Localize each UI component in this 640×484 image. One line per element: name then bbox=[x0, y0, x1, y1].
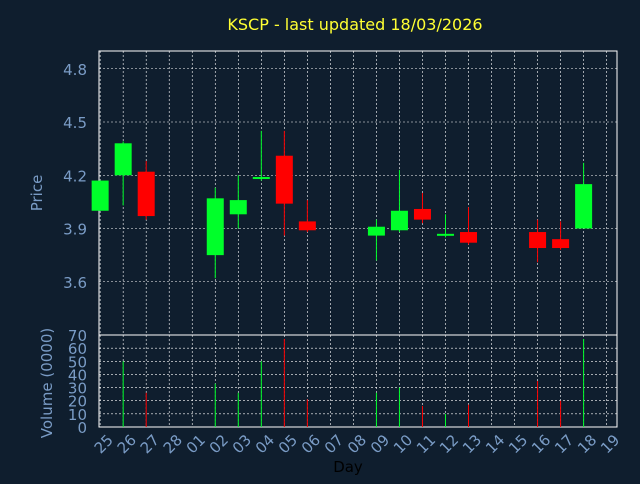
candle-body bbox=[275, 155, 293, 204]
chart-title: KSCP - last updated 18/03/2026 bbox=[227, 15, 482, 34]
volume-frame bbox=[98, 334, 618, 428]
price-tick-label: 4.2 bbox=[63, 167, 87, 185]
day-axis-label: Day bbox=[333, 458, 363, 476]
candle-body bbox=[390, 210, 408, 231]
price-tick-label: 4.8 bbox=[63, 61, 87, 79]
volume-tick-label: 50 bbox=[68, 353, 87, 371]
candle-body bbox=[367, 226, 385, 236]
candle-body bbox=[575, 184, 593, 229]
volume-tick-label: 60 bbox=[68, 340, 87, 358]
candle-body bbox=[552, 239, 570, 249]
candle-body bbox=[436, 233, 454, 236]
day-tick-label: 19 bbox=[597, 431, 623, 457]
volume-tick-label: 0 bbox=[77, 419, 87, 437]
volume-tick-label: 20 bbox=[68, 393, 87, 411]
candle-body bbox=[137, 171, 155, 217]
candle-body bbox=[206, 198, 224, 256]
price-panel: 4.8 4.5 4.2 3.9 3.6 bbox=[63, 50, 618, 336]
candle-body bbox=[91, 180, 109, 211]
price-tick-label: 3.9 bbox=[63, 221, 87, 239]
candle-body bbox=[298, 221, 316, 231]
volume-tick-label: 10 bbox=[68, 406, 87, 424]
volume-tick-label: 40 bbox=[68, 366, 87, 384]
candle-body bbox=[252, 177, 270, 180]
volume-tick-label: 30 bbox=[68, 380, 87, 398]
price-tick-label: 4.5 bbox=[63, 114, 87, 132]
candle-body bbox=[460, 232, 478, 243]
volume-axis-label: Volume (0000) bbox=[38, 328, 56, 438]
price-axis-label: Price bbox=[28, 175, 46, 212]
price-tick-label: 3.6 bbox=[63, 274, 87, 292]
candle-body bbox=[413, 208, 431, 220]
candle-body bbox=[229, 200, 247, 215]
candle-body bbox=[529, 232, 547, 249]
volume-tick-label: 70 bbox=[68, 327, 87, 345]
price-frame bbox=[98, 50, 618, 336]
candle-body bbox=[114, 143, 132, 176]
day-tick-labels: 2526272801020304050607080910111213141516… bbox=[91, 431, 624, 457]
